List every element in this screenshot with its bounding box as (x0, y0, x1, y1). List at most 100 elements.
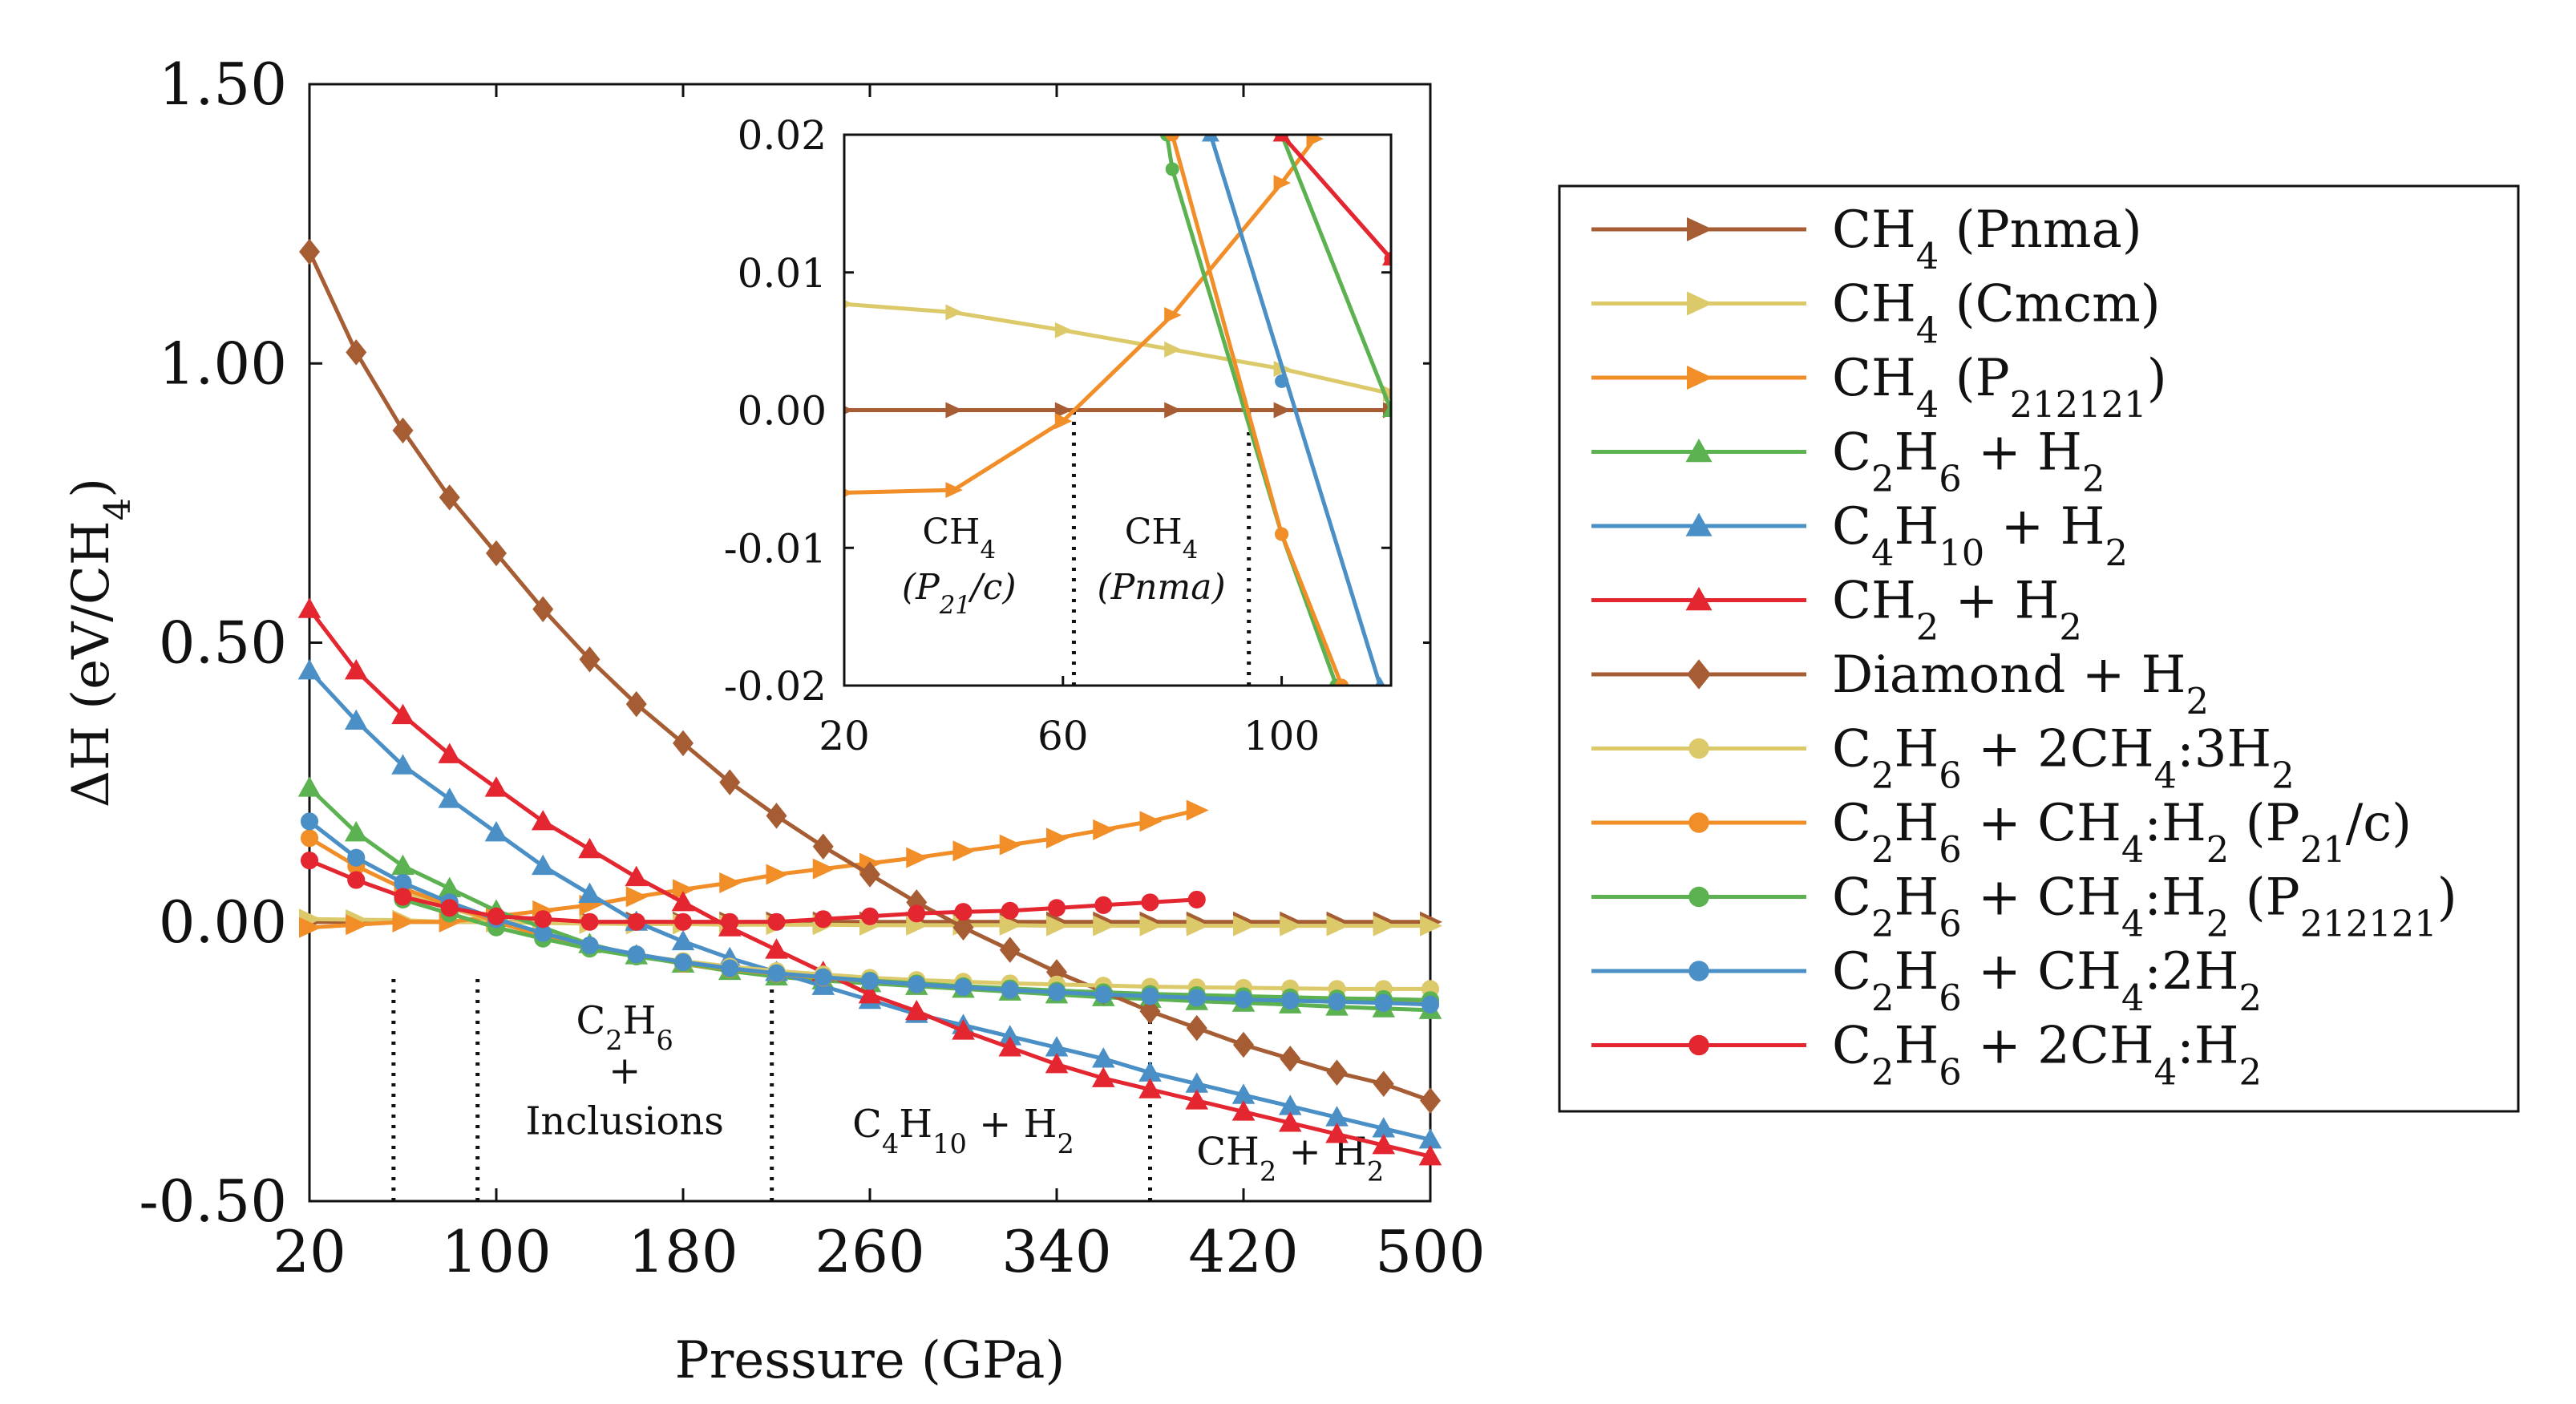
y-axis-title: ΔH (eV/CH4) (62, 478, 139, 807)
data-point (1139, 915, 1163, 937)
data-point (1138, 1061, 1162, 1082)
data-point (1234, 990, 1253, 1009)
inset-region-label: (Pnma) (1097, 567, 1225, 608)
data-point (766, 864, 789, 885)
data-point (438, 787, 462, 808)
data-point (999, 914, 1022, 936)
data-point (998, 1025, 1022, 1046)
data-point (1187, 989, 1206, 1007)
data-point (625, 690, 647, 718)
data-point (1139, 997, 1161, 1025)
data-point (721, 959, 739, 977)
data-point (765, 938, 788, 959)
inset-series-line (1164, 135, 1339, 686)
data-point (954, 903, 973, 921)
data-point (391, 854, 415, 876)
inset-data-point (945, 304, 963, 321)
data-point (392, 911, 415, 933)
x-tick-label: 20 (273, 1218, 346, 1285)
data-point (1280, 1046, 1301, 1072)
data-point (625, 865, 649, 887)
legend-marker (1687, 217, 1713, 241)
data-point (1047, 983, 1066, 1001)
data-point (1046, 827, 1069, 849)
x-axis-title: Pressure (GPa) (675, 1331, 1066, 1390)
data-point (860, 907, 880, 925)
data-point (721, 912, 739, 931)
data-point (999, 937, 1021, 963)
data-point (580, 936, 599, 955)
y-tick-label: 0.00 (159, 888, 287, 956)
inset-y-tick-label: 0.00 (738, 388, 827, 435)
data-point (673, 912, 693, 931)
data-point (812, 833, 834, 860)
data-point (1233, 1031, 1254, 1058)
data-point (300, 852, 319, 870)
data-point (767, 964, 786, 982)
data-point (1138, 1078, 1162, 1099)
data-point (1094, 985, 1113, 1004)
data-point (1328, 993, 1346, 1011)
y-tick-label: 1.50 (159, 51, 287, 118)
x-tick-label: 260 (815, 1218, 924, 1285)
data-point (578, 882, 601, 903)
data-point (904, 999, 928, 1021)
data-point (671, 891, 695, 912)
data-point (1278, 1094, 1302, 1115)
data-point (1373, 1070, 1394, 1097)
inset-data-point (844, 488, 854, 497)
data-point (998, 1036, 1022, 1057)
inset-x-tick-label: 60 (1037, 713, 1089, 759)
data-point (719, 872, 742, 893)
data-point (1001, 901, 1019, 920)
inset-data-point (1165, 135, 1179, 142)
data-point (673, 953, 693, 971)
inset-data-point (844, 299, 854, 309)
phase-region-label: C2H6 (576, 998, 673, 1056)
data-point (908, 904, 926, 923)
data-point (1141, 987, 1159, 1005)
inset-series-line (1208, 135, 1382, 686)
data-point (392, 417, 414, 444)
data-point (439, 484, 460, 511)
y-tick-label: 0.50 (159, 609, 287, 677)
data-point (814, 968, 832, 986)
data-point (627, 945, 645, 964)
inset-data-point (1201, 135, 1219, 142)
data-point (394, 873, 412, 892)
inset-y-tick-label: 0.02 (738, 112, 827, 159)
inset-data-point (1335, 678, 1349, 686)
data-point (484, 821, 508, 842)
data-point (440, 899, 459, 917)
data-point (300, 829, 319, 848)
data-point (391, 703, 415, 725)
y-tick-label: -0.50 (139, 1167, 287, 1235)
inset-x-tick-label: 20 (819, 713, 870, 759)
data-point (391, 754, 415, 775)
data-point (300, 812, 319, 831)
legend-marker (1688, 886, 1709, 908)
data-point (487, 907, 506, 925)
data-point (531, 810, 555, 831)
phase-region-label: + (609, 1049, 641, 1094)
data-point (1045, 1053, 1069, 1074)
inset-data-point (1164, 341, 1182, 358)
data-point (484, 776, 508, 797)
legend-marker (1688, 812, 1709, 833)
inset-series-line (1280, 135, 1391, 261)
data-point (1091, 1047, 1115, 1068)
legend-marker (1685, 512, 1713, 536)
data-point (1421, 995, 1440, 1014)
y-tick-label: 1.00 (159, 330, 287, 397)
inset-data-point (1382, 401, 1391, 417)
data-point (1231, 1083, 1256, 1104)
data-point (952, 840, 976, 862)
data-point (1185, 1089, 1209, 1110)
inset-series-group (844, 135, 1391, 686)
inset-background (812, 103, 1423, 750)
data-point (1233, 915, 1256, 937)
data-point (908, 975, 926, 993)
